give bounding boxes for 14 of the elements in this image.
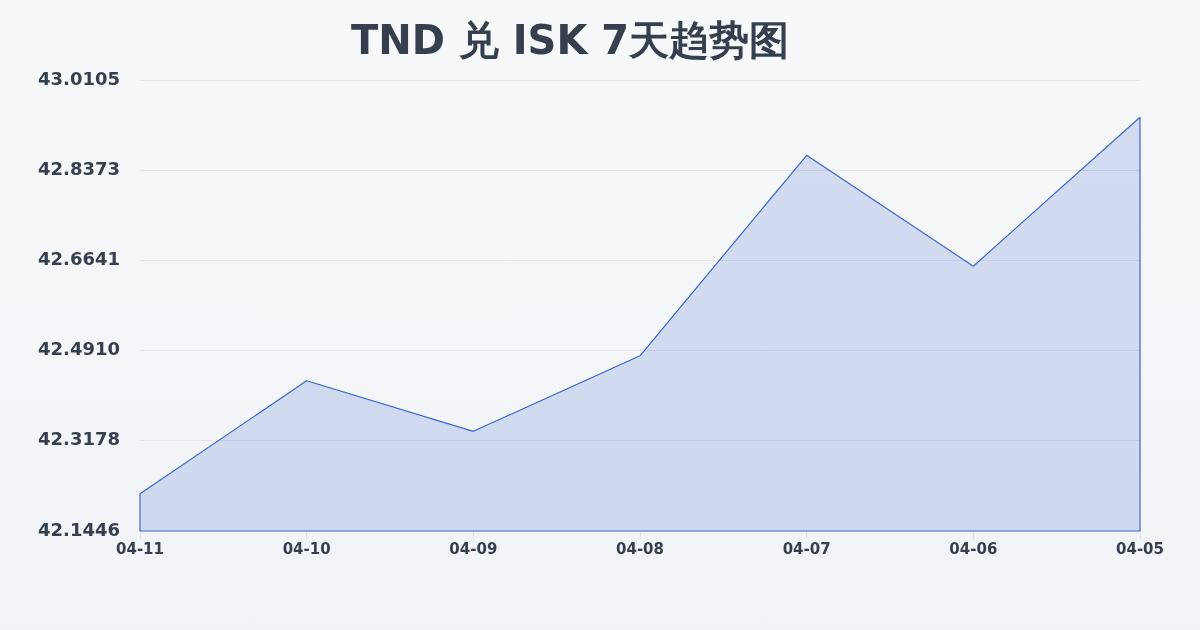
y-tick-label: 43.0105 [38,67,120,89]
x-tick-label: 04-05 [1116,539,1164,558]
x-tick-label: 04-11 [116,539,164,558]
y-tick-label: 42.3178 [38,428,120,450]
y-tick-label: 42.4910 [38,338,120,360]
x-tick-label: 04-10 [282,539,331,558]
x-tick-label: 04-08 [616,539,664,558]
x-tick-label: 04-09 [449,539,498,558]
x-tick-label: 04-06 [949,539,998,558]
chart-title: TND 兑 ISK 7天趋势图 [350,17,790,64]
x-tick-label: 04-07 [782,539,831,558]
y-tick-label: 42.1446 [38,518,120,540]
y-tick-label: 42.8373 [38,157,120,179]
y-tick-label: 42.6641 [38,248,120,270]
